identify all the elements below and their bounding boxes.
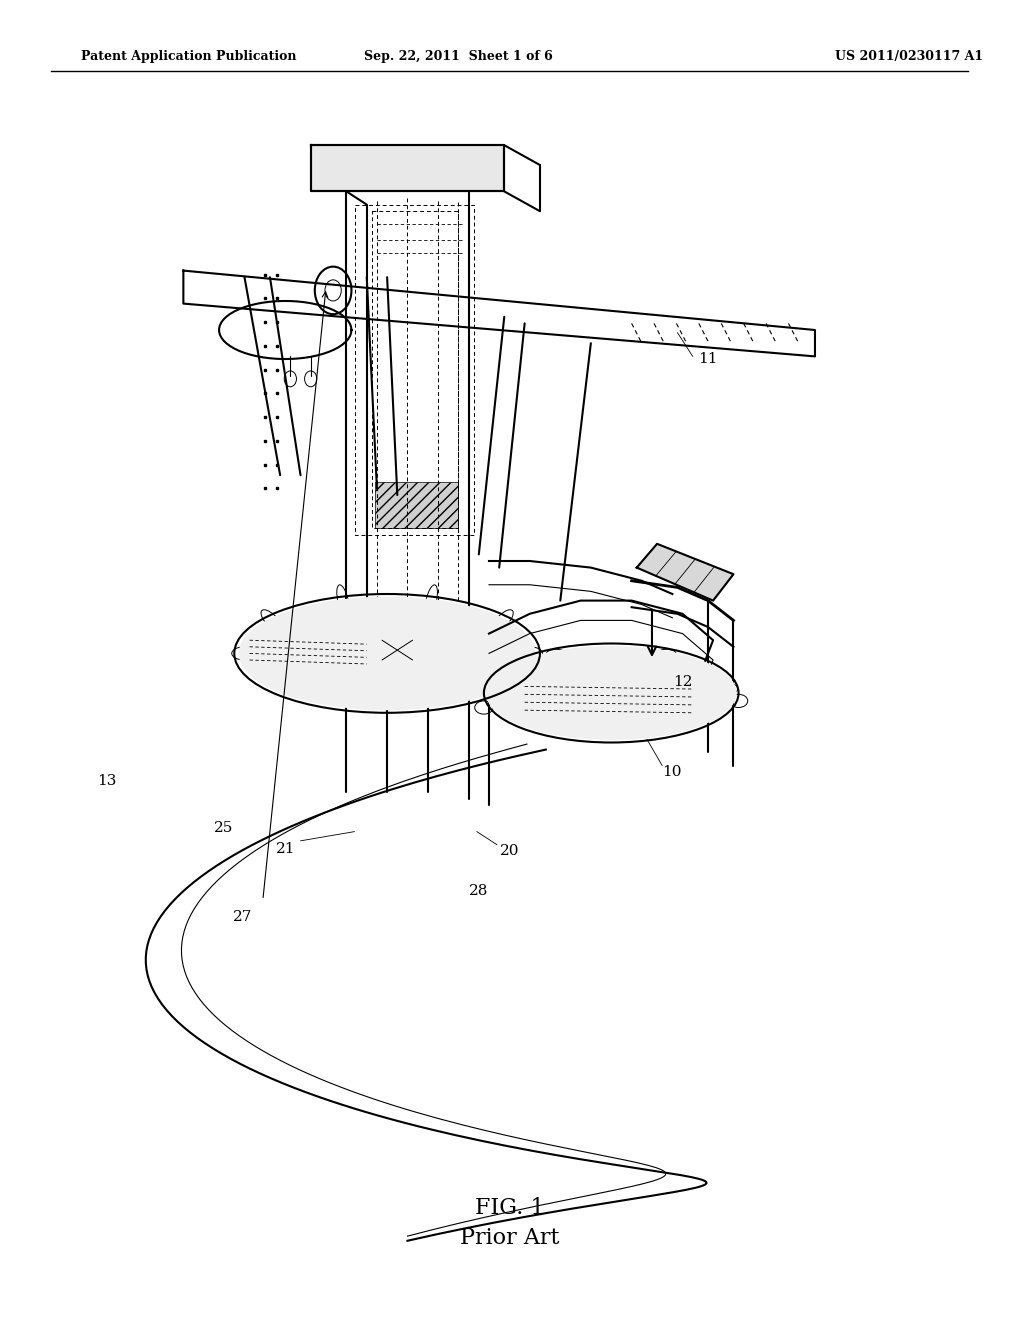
Text: Prior Art: Prior Art	[460, 1228, 559, 1249]
Text: 12: 12	[673, 676, 692, 689]
Ellipse shape	[486, 647, 736, 739]
Ellipse shape	[240, 597, 535, 710]
Text: 10: 10	[663, 766, 682, 779]
Text: 28: 28	[469, 884, 488, 898]
Text: 13: 13	[97, 775, 117, 788]
Polygon shape	[637, 544, 733, 601]
Text: 27: 27	[232, 911, 252, 924]
Text: Patent Application Publication: Patent Application Publication	[82, 50, 297, 63]
Text: 25: 25	[214, 821, 233, 834]
Text: 21: 21	[275, 842, 295, 855]
Text: 11: 11	[698, 352, 718, 366]
Polygon shape	[310, 145, 504, 191]
Text: FIG. 1: FIG. 1	[474, 1197, 544, 1218]
Text: US 2011/0230117 A1: US 2011/0230117 A1	[836, 50, 983, 63]
Text: Sep. 22, 2011  Sheet 1 of 6: Sep. 22, 2011 Sheet 1 of 6	[365, 50, 553, 63]
Text: 20: 20	[500, 845, 519, 858]
Bar	[375, 482, 459, 528]
